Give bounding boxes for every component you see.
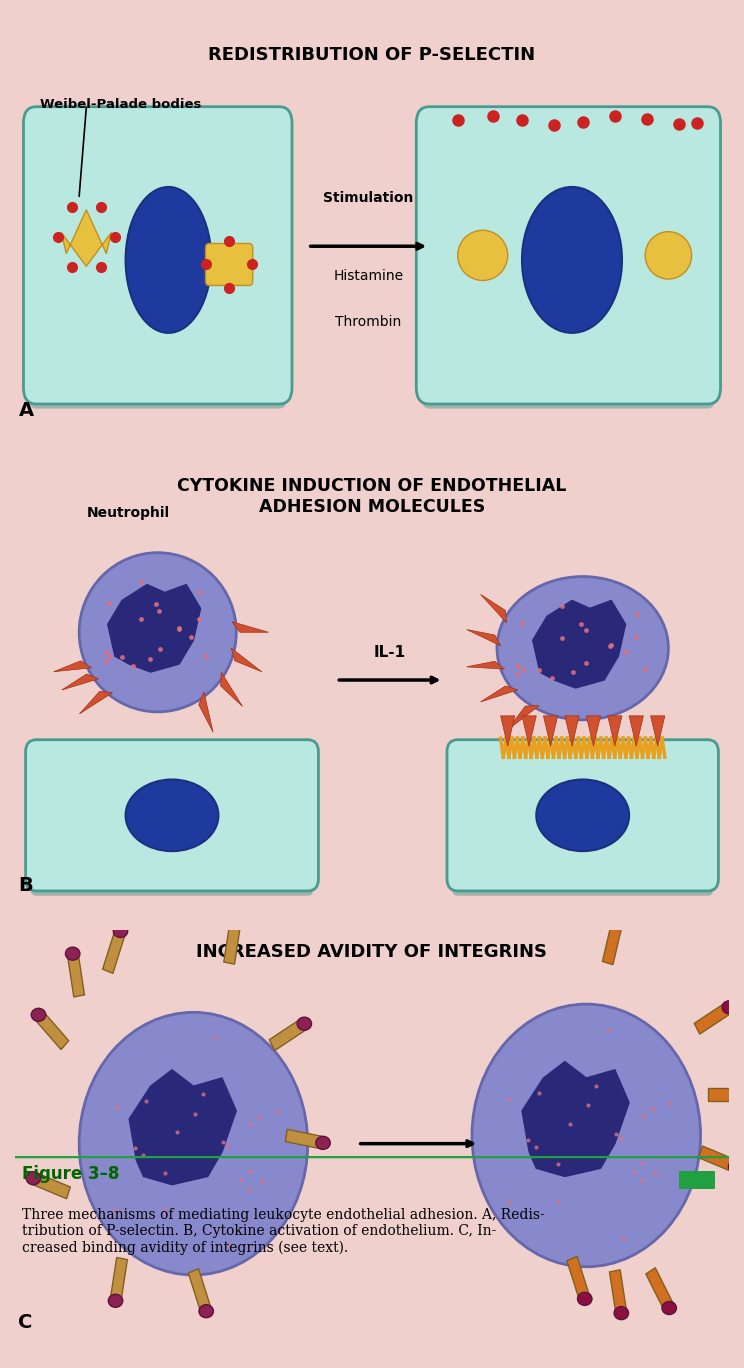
Polygon shape [708, 1088, 744, 1101]
Polygon shape [62, 674, 99, 689]
Ellipse shape [472, 1004, 701, 1267]
Text: CYTOKINE INDUCTION OF ENDOTHELIAL
ADHESION MOLECULES: CYTOKINE INDUCTION OF ENDOTHELIAL ADHESI… [177, 477, 567, 516]
Polygon shape [481, 685, 518, 702]
FancyBboxPatch shape [24, 107, 292, 404]
Ellipse shape [577, 1293, 592, 1305]
Ellipse shape [228, 914, 243, 928]
Polygon shape [629, 715, 644, 746]
Polygon shape [232, 621, 269, 632]
Polygon shape [286, 1130, 324, 1149]
Text: A: A [19, 401, 33, 420]
Text: REDISTRIBUTION OF P-SELECTIN: REDISTRIBUTION OF P-SELECTIN [208, 45, 536, 63]
FancyBboxPatch shape [417, 107, 720, 404]
Ellipse shape [536, 780, 629, 851]
Polygon shape [31, 1172, 70, 1198]
Polygon shape [188, 1268, 211, 1313]
Ellipse shape [610, 915, 624, 928]
Polygon shape [269, 1018, 307, 1051]
Polygon shape [199, 692, 213, 732]
Polygon shape [108, 584, 201, 672]
Polygon shape [224, 919, 241, 964]
FancyBboxPatch shape [31, 866, 313, 896]
Ellipse shape [26, 1172, 41, 1185]
Polygon shape [565, 715, 579, 746]
Polygon shape [481, 595, 507, 622]
Ellipse shape [728, 1160, 743, 1172]
Polygon shape [567, 1256, 590, 1301]
Polygon shape [68, 952, 85, 997]
Text: Thrombin: Thrombin [336, 315, 402, 328]
Text: Histamine: Histamine [333, 269, 403, 283]
Polygon shape [80, 691, 112, 714]
Polygon shape [522, 715, 536, 746]
Polygon shape [231, 648, 262, 672]
Polygon shape [61, 209, 112, 267]
Ellipse shape [645, 231, 692, 279]
Ellipse shape [522, 187, 622, 332]
Polygon shape [543, 715, 558, 746]
Ellipse shape [199, 1305, 214, 1317]
Polygon shape [501, 715, 515, 746]
Polygon shape [466, 629, 501, 646]
Polygon shape [603, 921, 623, 964]
Ellipse shape [315, 1137, 330, 1149]
Text: B: B [19, 876, 33, 895]
Text: INCREASED AVIDITY OF INTEGRINS: INCREASED AVIDITY OF INTEGRINS [196, 943, 548, 960]
Ellipse shape [126, 187, 211, 332]
Ellipse shape [126, 780, 219, 851]
Text: C: C [19, 1313, 33, 1332]
Polygon shape [35, 1011, 68, 1049]
Ellipse shape [614, 1306, 629, 1320]
Polygon shape [110, 1257, 127, 1302]
Ellipse shape [109, 1294, 123, 1308]
Ellipse shape [497, 576, 668, 720]
Polygon shape [129, 1070, 237, 1185]
Text: Stimulation: Stimulation [323, 192, 414, 205]
FancyBboxPatch shape [205, 244, 253, 286]
Text: Figure 3–8: Figure 3–8 [22, 1166, 119, 1183]
Ellipse shape [79, 1012, 308, 1275]
Polygon shape [103, 929, 126, 974]
Polygon shape [522, 1062, 629, 1176]
FancyBboxPatch shape [422, 365, 715, 409]
Polygon shape [608, 715, 622, 746]
FancyBboxPatch shape [29, 365, 286, 409]
Polygon shape [221, 672, 243, 706]
Ellipse shape [113, 925, 128, 937]
FancyBboxPatch shape [452, 866, 713, 896]
Polygon shape [646, 1268, 674, 1311]
Ellipse shape [79, 553, 237, 711]
FancyBboxPatch shape [25, 740, 318, 891]
Polygon shape [586, 715, 600, 746]
Ellipse shape [662, 1301, 676, 1315]
Ellipse shape [65, 947, 80, 960]
Ellipse shape [738, 1088, 744, 1101]
Polygon shape [699, 1146, 737, 1172]
Ellipse shape [722, 1001, 737, 1014]
Polygon shape [533, 601, 626, 688]
Polygon shape [650, 715, 665, 746]
Text: Three mechanisms of mediating leukocyte endothelial adhesion. A, Redis-
tributio: Three mechanisms of mediating leukocyte … [22, 1208, 545, 1254]
Polygon shape [54, 661, 92, 672]
Text: Weibel-Palade bodies: Weibel-Palade bodies [40, 98, 202, 111]
Polygon shape [694, 1001, 732, 1034]
FancyBboxPatch shape [447, 740, 719, 891]
Bar [679, 1171, 715, 1189]
Ellipse shape [31, 1008, 45, 1022]
Polygon shape [609, 1270, 626, 1315]
Ellipse shape [297, 1018, 312, 1030]
Polygon shape [507, 706, 539, 731]
Polygon shape [466, 661, 504, 669]
Ellipse shape [458, 230, 507, 280]
Text: Neutrophil: Neutrophil [86, 506, 170, 520]
Text: IL-1: IL-1 [373, 646, 406, 661]
